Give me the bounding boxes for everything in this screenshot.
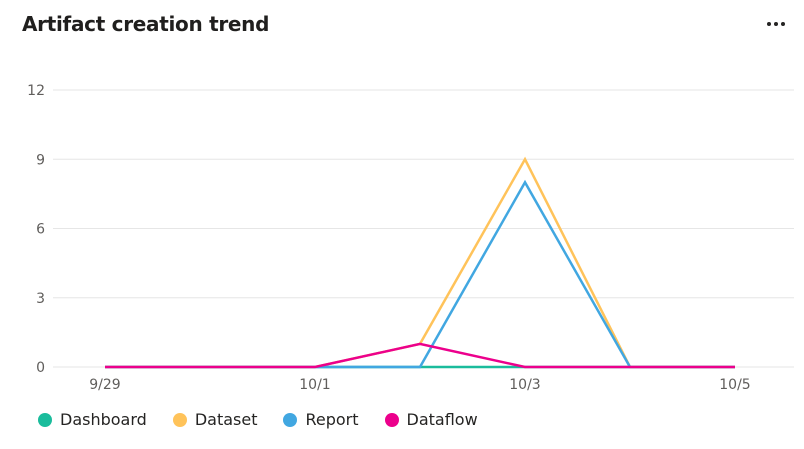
legend-dot-icon: [38, 412, 52, 427]
y-tick-label: 0: [36, 360, 45, 376]
legend-label: Report: [305, 410, 359, 429]
x-tick-label: 10/5: [719, 377, 750, 393]
legend-dot-icon: [172, 412, 187, 427]
legend-dot-icon: [283, 412, 298, 427]
series-line-dataflow[interactable]: [105, 342, 735, 369]
chart-title: Artifact creation trend: [22, 12, 270, 36]
x-tick-label: 9/29: [89, 377, 120, 393]
y-tick-label: 9: [36, 152, 45, 168]
more-options-icon[interactable]: [764, 14, 788, 32]
x-tick-label: 10/1: [299, 377, 330, 393]
legend-item-dataflow[interactable]: Dataflow: [384, 410, 478, 429]
y-tick-label: 6: [36, 222, 45, 238]
legend-item-dashboard[interactable]: Dashboard: [38, 410, 147, 429]
y-tick-label: 3: [36, 291, 45, 307]
legend-dot-icon: [384, 412, 399, 427]
series-line-report[interactable]: [105, 179, 735, 369]
legend-label: Dataset: [194, 410, 258, 429]
x-tick-label: 10/3: [509, 377, 540, 393]
legend-item-dataset[interactable]: Dataset: [172, 410, 258, 429]
legend-label: Dataflow: [406, 410, 478, 429]
legend-item-report[interactable]: Report: [283, 410, 359, 429]
chart-legend: Dashboard Dataset Report Dataflow: [38, 410, 478, 429]
series-line-dataset[interactable]: [105, 156, 735, 369]
legend-label: Dashboard: [60, 410, 147, 429]
y-tick-label: 12: [27, 83, 45, 99]
